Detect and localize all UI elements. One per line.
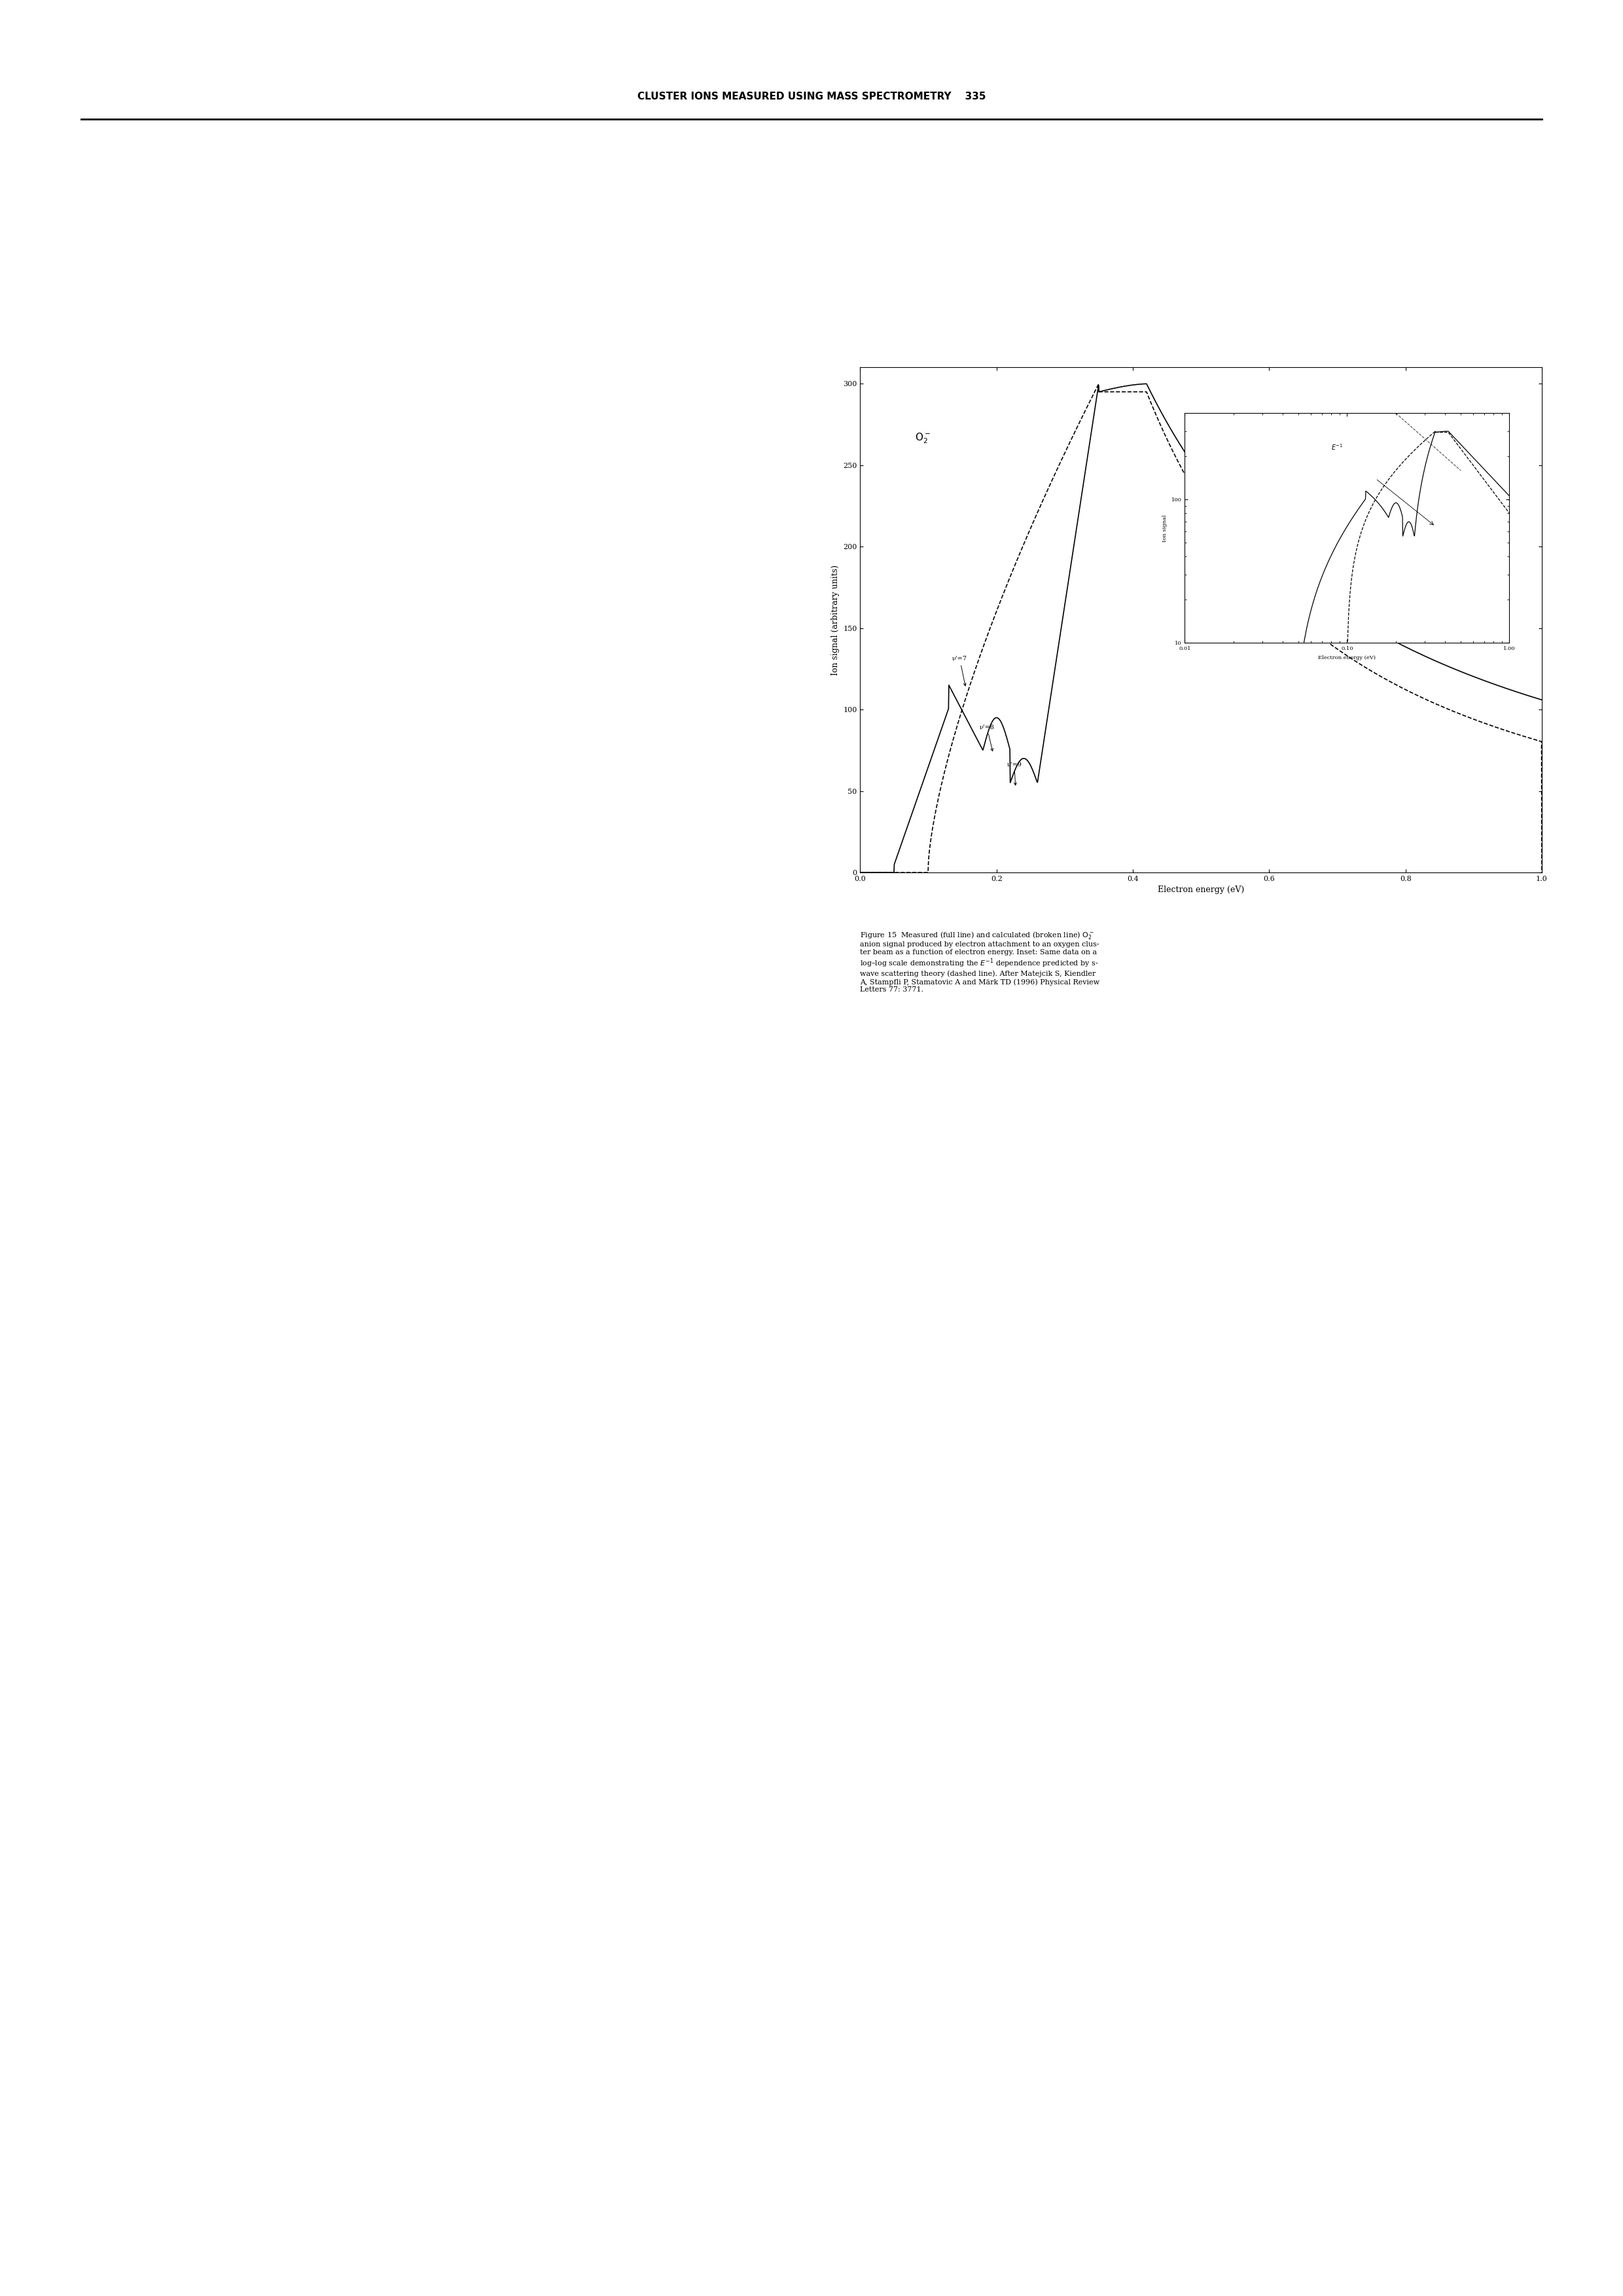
X-axis label: Electron energy (eV): Electron energy (eV) bbox=[1318, 654, 1376, 661]
Text: Figure 15  Measured (full line) and calculated (broken line) $\mathrm{O_2^-}$
an: Figure 15 Measured (full line) and calcu… bbox=[860, 930, 1100, 994]
Y-axis label: Ion signal (arbitrary units): Ion signal (arbitrary units) bbox=[831, 565, 839, 675]
Text: ν'=7: ν'=7 bbox=[953, 657, 967, 687]
Y-axis label: Ion signal: Ion signal bbox=[1162, 514, 1167, 542]
X-axis label: Electron energy (eV): Electron energy (eV) bbox=[1157, 886, 1245, 895]
Text: CLUSTER IONS MEASURED USING MASS SPECTROMETRY    335: CLUSTER IONS MEASURED USING MASS SPECTRO… bbox=[638, 92, 985, 101]
Text: ν'=8: ν'=8 bbox=[980, 726, 995, 751]
Text: ν'=9: ν'=9 bbox=[1006, 762, 1022, 785]
Text: $E^{-1}$: $E^{-1}$ bbox=[1331, 443, 1344, 452]
Text: $\mathrm{O_2^-}$: $\mathrm{O_2^-}$ bbox=[915, 432, 930, 445]
